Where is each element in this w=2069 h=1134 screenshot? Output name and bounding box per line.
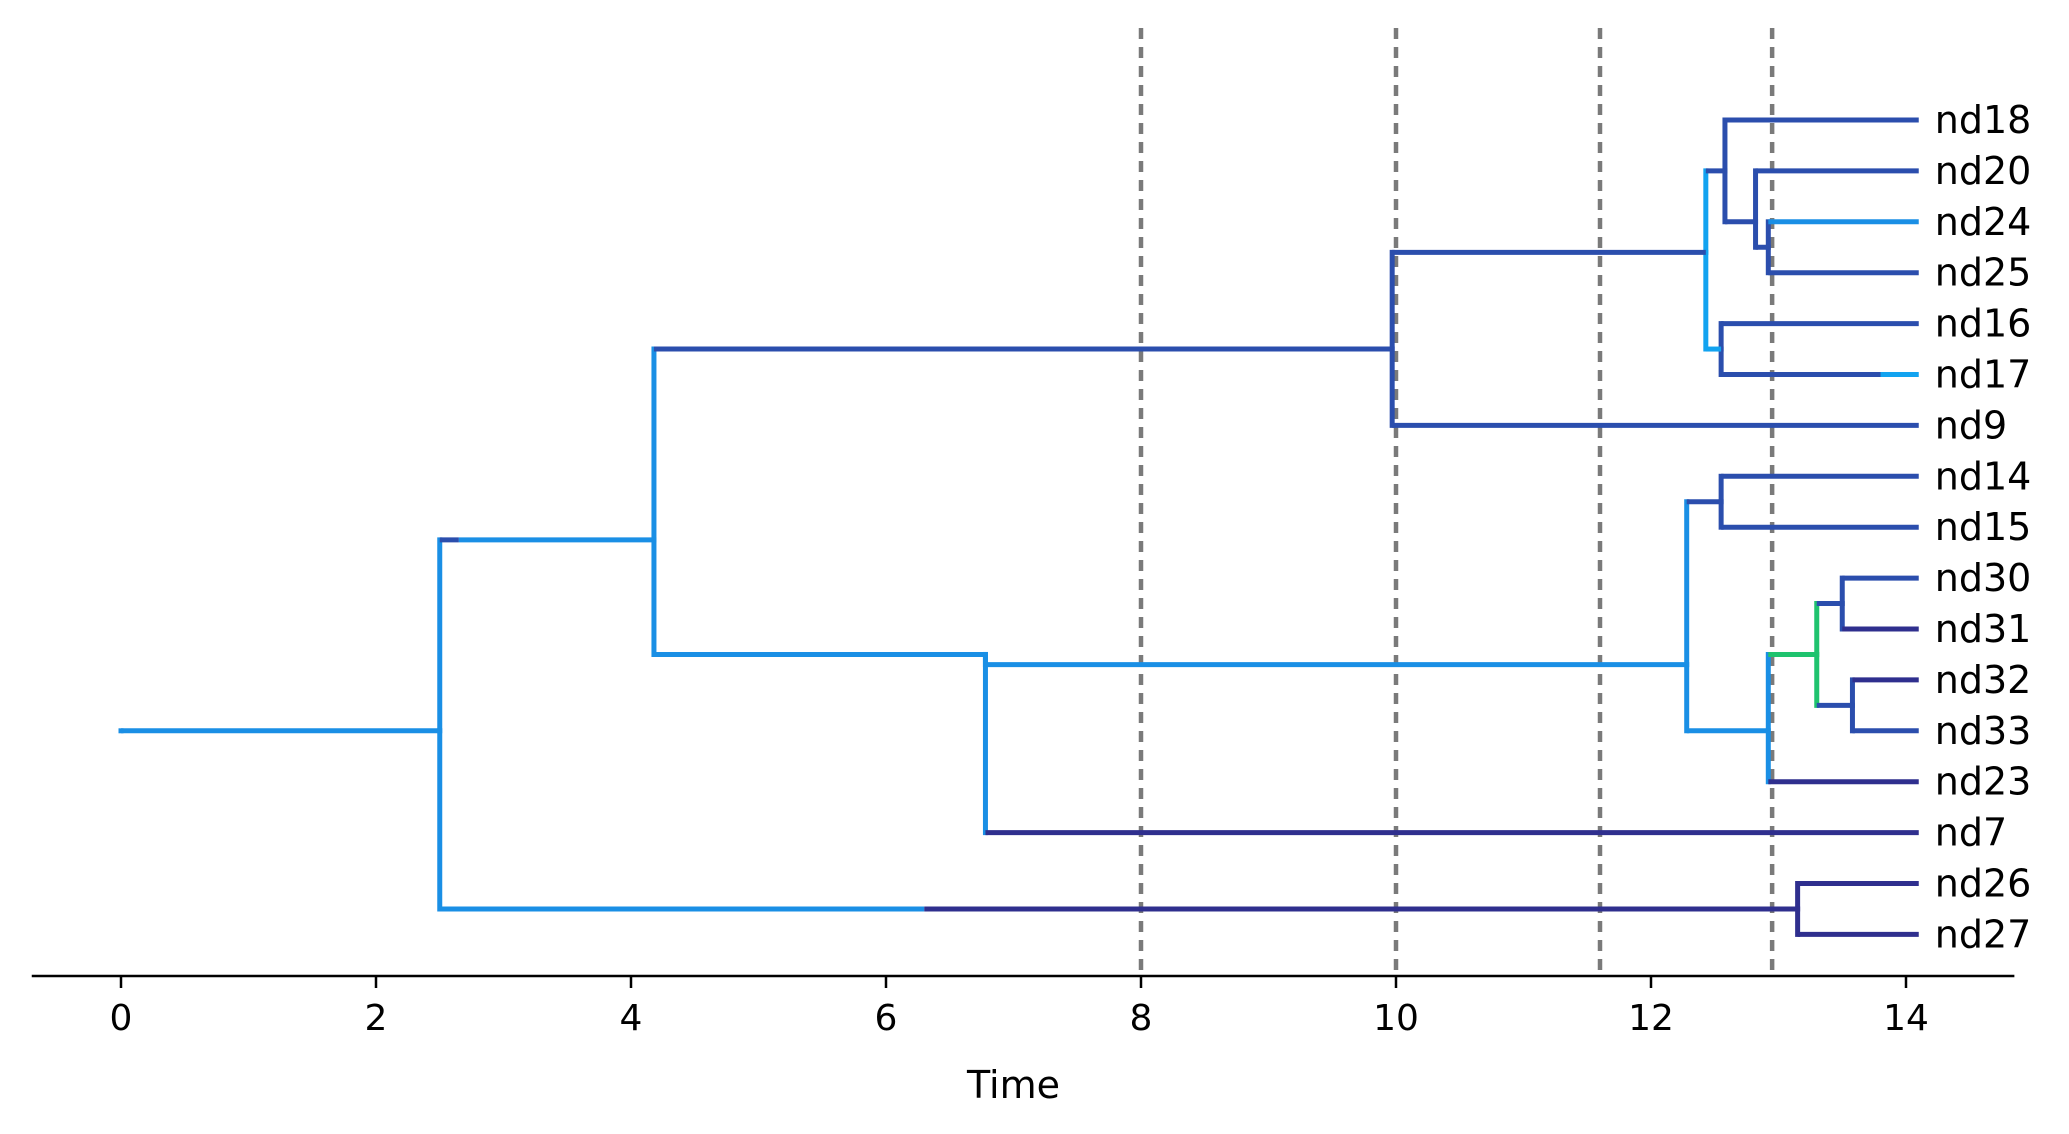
x-axis-label: Time bbox=[966, 1063, 1060, 1107]
x-tick-label: 10 bbox=[1373, 998, 1419, 1039]
reference-time-lines bbox=[1138, 28, 1775, 974]
leaf-label: nd24 bbox=[1935, 200, 2032, 244]
leaf-label: nd20 bbox=[1935, 149, 2032, 193]
x-tick-label: 8 bbox=[1130, 998, 1153, 1039]
leaf-label: nd7 bbox=[1935, 811, 2007, 855]
leaf-label: nd15 bbox=[1935, 505, 2032, 549]
leaf-label: nd9 bbox=[1935, 403, 2007, 447]
leaf-labels: nd18 nd20 nd24 nd25 nd16 nd17 nd9 nd14 nd15 nd30 n… bbox=[1935, 98, 2032, 956]
leaf-label: nd31 bbox=[1935, 607, 2032, 651]
leaf-label: nd16 bbox=[1935, 302, 2032, 346]
x-tick-label: 12 bbox=[1628, 998, 1674, 1039]
x-tick-label: 6 bbox=[875, 998, 898, 1039]
leaf-label: nd32 bbox=[1935, 658, 2032, 702]
leaf-label: nd27 bbox=[1935, 912, 2032, 956]
leaf-label: nd23 bbox=[1935, 760, 2032, 804]
leaf-label: nd14 bbox=[1935, 454, 2032, 498]
leaf-label: nd33 bbox=[1935, 709, 2032, 753]
leaf-label: nd17 bbox=[1935, 353, 2032, 397]
leaf-label: nd26 bbox=[1935, 862, 2032, 906]
x-tick-label: 4 bbox=[620, 998, 643, 1039]
x-tick-label: 14 bbox=[1883, 998, 1929, 1039]
leaf-label: nd18 bbox=[1935, 98, 2032, 142]
x-axis-ticks: 0 2 4 6 8 10 12 14 bbox=[110, 976, 1929, 1039]
tree-branches bbox=[118, 117, 1919, 937]
x-tick-label: 2 bbox=[365, 998, 388, 1039]
leaf-label: nd25 bbox=[1935, 251, 2032, 295]
leaf-label: nd30 bbox=[1935, 556, 2032, 600]
x-axis: 0 2 4 6 8 10 12 14 Time bbox=[31, 974, 2015, 1107]
x-tick-label: 0 bbox=[110, 998, 133, 1039]
